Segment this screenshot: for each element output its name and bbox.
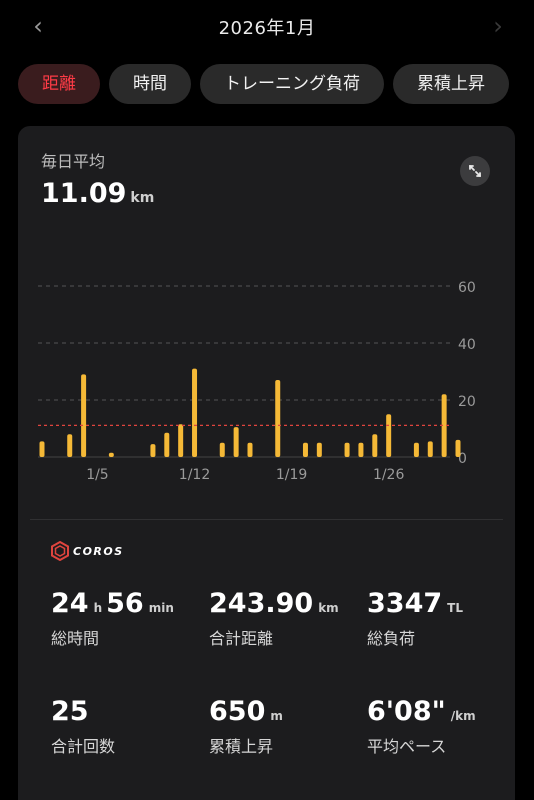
distance-bar-chart: 0 20 40 60 1/5 1/12 1/19 1/26 bbox=[38, 280, 476, 483]
x-tick-label: 1/26 bbox=[373, 467, 405, 483]
bar-day-10 bbox=[164, 432, 170, 457]
stat-value: 6'08"/km bbox=[367, 696, 476, 727]
daily-average-number: 11.09 bbox=[41, 178, 127, 209]
stat-total-time: 24 h 56 min 総時間 bbox=[51, 588, 178, 649]
stat-value: 243.90 km bbox=[209, 588, 339, 619]
daily-average-unit: km bbox=[130, 190, 155, 206]
brand-logo: COROS bbox=[50, 540, 124, 562]
stats-card: 毎日平均 11.09 km 0 20 40 60 1/5 1/12 1/19 1/26 CORO… bbox=[18, 126, 515, 800]
x-tick-label: 1/19 bbox=[276, 467, 307, 483]
month-title: 2026年1月 bbox=[218, 18, 316, 39]
stat-label: 総負荷 bbox=[367, 629, 416, 648]
tab-time[interactable]: 時間 bbox=[109, 64, 191, 104]
bar-day-3 bbox=[67, 434, 73, 457]
bar-day-15 bbox=[233, 427, 239, 457]
bar-day-24 bbox=[358, 442, 364, 457]
x-tick-label: 1/12 bbox=[179, 467, 210, 483]
bar-day-18 bbox=[275, 380, 281, 457]
bar-day-21 bbox=[316, 442, 322, 457]
tab-training-load[interactable]: トレーニング負荷 bbox=[200, 64, 384, 104]
stat-value: 3347 TL bbox=[367, 588, 463, 619]
stat-value: 650 m bbox=[209, 696, 283, 727]
bar-day-9 bbox=[150, 444, 156, 457]
stat-label: 合計回数 bbox=[51, 737, 116, 756]
daily-average-label: 毎日平均 bbox=[41, 152, 106, 171]
bar-day-26 bbox=[386, 414, 392, 457]
tab-elevation-gain[interactable]: 累積上昇 bbox=[393, 64, 509, 104]
bar-day-23 bbox=[344, 442, 350, 457]
expand-button[interactable] bbox=[460, 156, 490, 186]
chevron-right-icon[interactable]: › bbox=[493, 12, 503, 40]
bar-day-28 bbox=[413, 442, 419, 457]
bar-day-25 bbox=[372, 434, 378, 457]
header: ‹ 2026年1月 › bbox=[0, 0, 534, 52]
bar-day-20 bbox=[302, 442, 308, 457]
bar-day-11 bbox=[178, 424, 184, 457]
bar-day-6 bbox=[108, 452, 114, 457]
y-tick-label: 40 bbox=[458, 337, 476, 353]
metric-tabs: 距離 時間 トレーニング負荷 累積上昇 bbox=[18, 64, 534, 106]
y-tick-label: 60 bbox=[458, 280, 476, 296]
bar-day-14 bbox=[219, 442, 225, 457]
stat-label: 累積上昇 bbox=[209, 737, 274, 756]
bar-day-1 bbox=[39, 441, 45, 457]
stat-total-distance: 243.90 km 合計距離 bbox=[209, 588, 343, 649]
expand-icon bbox=[469, 165, 481, 177]
bar-day-12 bbox=[192, 368, 198, 457]
x-tick-label: 1/5 bbox=[86, 467, 109, 483]
bar-day-4 bbox=[81, 374, 87, 457]
y-tick-label: 0 bbox=[458, 451, 467, 467]
divider bbox=[30, 519, 503, 520]
stat-label: 平均ペース bbox=[367, 737, 447, 756]
bar-day-30 bbox=[441, 394, 447, 457]
bar-day-29 bbox=[427, 441, 433, 457]
stat-total-load: 3347 TL 総負荷 bbox=[367, 588, 467, 649]
y-tick-label: 20 bbox=[458, 394, 476, 410]
daily-average-value: 11.09 km bbox=[41, 178, 154, 209]
bar-day-31 bbox=[455, 439, 461, 457]
tab-distance[interactable]: 距離 bbox=[18, 64, 100, 104]
stat-average-pace: 6'08"/km 平均ペース bbox=[367, 696, 480, 757]
brand-name: COROS bbox=[73, 544, 124, 558]
stat-label: 合計距離 bbox=[209, 629, 274, 648]
chevron-left-icon[interactable]: ‹ bbox=[33, 12, 43, 40]
stat-elevation-gain: 650 m 累積上昇 bbox=[209, 696, 287, 757]
stat-value: 24 h 56 min bbox=[51, 588, 174, 619]
stat-total-count: 25 合計回数 bbox=[51, 696, 115, 757]
bar-day-16 bbox=[247, 442, 253, 457]
stat-value: 25 bbox=[51, 696, 89, 727]
stat-label: 総時間 bbox=[51, 629, 100, 648]
coros-logo-icon bbox=[51, 541, 69, 561]
